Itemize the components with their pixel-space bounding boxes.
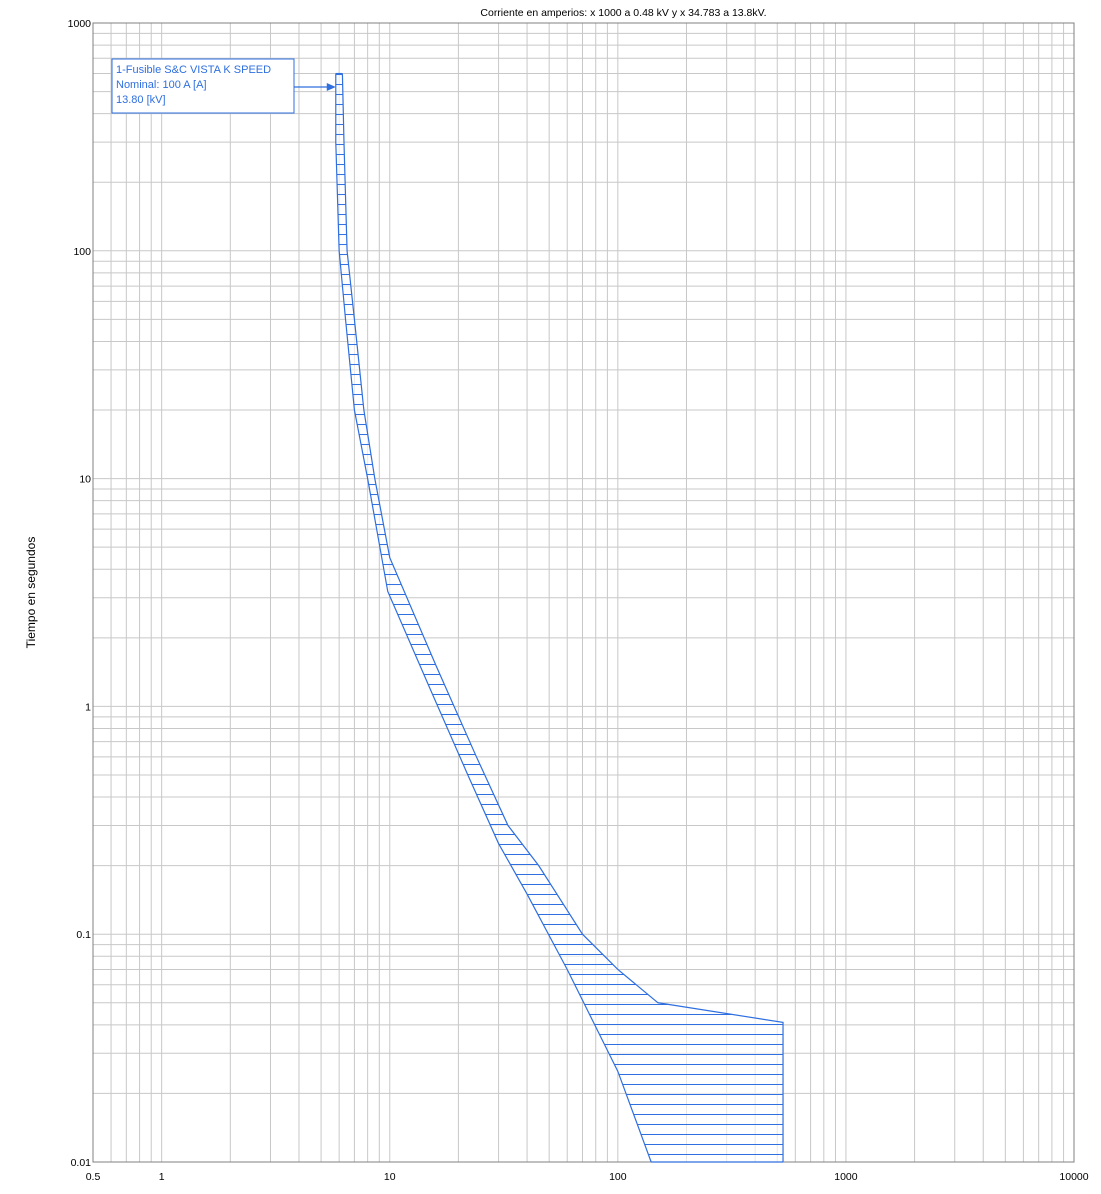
y-tick-label: 1000	[68, 18, 92, 30]
max-clear-curve	[341, 73, 784, 1162]
annotation-box	[111, 58, 295, 114]
min-melt-curve	[335, 73, 652, 1163]
y-tick-label: 100	[73, 246, 91, 258]
x-tick-label: 10	[384, 1171, 396, 1183]
x-tick-label: 100	[609, 1171, 627, 1183]
curve-annotation[interactable]: 1-Fusible S&C VISTA K SPEED Nominal: 100…	[111, 58, 336, 114]
y-tick-label: 1	[85, 701, 91, 713]
annotation-line-rating: Nominal: 100 A [A]	[116, 79, 207, 91]
annotation-line-voltage: 13.80 [kV]	[116, 94, 166, 106]
y-tick-label: 0.01	[71, 1157, 92, 1169]
chart-title: Corriente en amperios: x 1000 a 0.48 kV …	[480, 7, 766, 19]
axis-ticks: 0.5 1 10 100 1000 10000 1000 100 10 1 0.1 0.01	[68, 18, 1089, 1183]
y-axis-label: Tiempo en segundos	[24, 537, 38, 649]
x-tick-label: 0.5	[86, 1171, 101, 1183]
y-tick-label: 10	[79, 474, 91, 486]
y-tick-label: 0.1	[76, 929, 91, 941]
x-tick-label: 1000	[834, 1171, 858, 1183]
fuse-curve-band	[335, 72, 784, 1163]
plot-frame	[92, 22, 1075, 1163]
annotation-line-device: 1-Fusible S&C VISTA K SPEED	[116, 64, 271, 76]
curve-band-fill	[335, 73, 784, 1163]
x-tick-label: 10000	[1059, 1171, 1088, 1183]
arrow-icon	[326, 83, 336, 91]
x-tick-label: 1	[159, 1171, 165, 1183]
